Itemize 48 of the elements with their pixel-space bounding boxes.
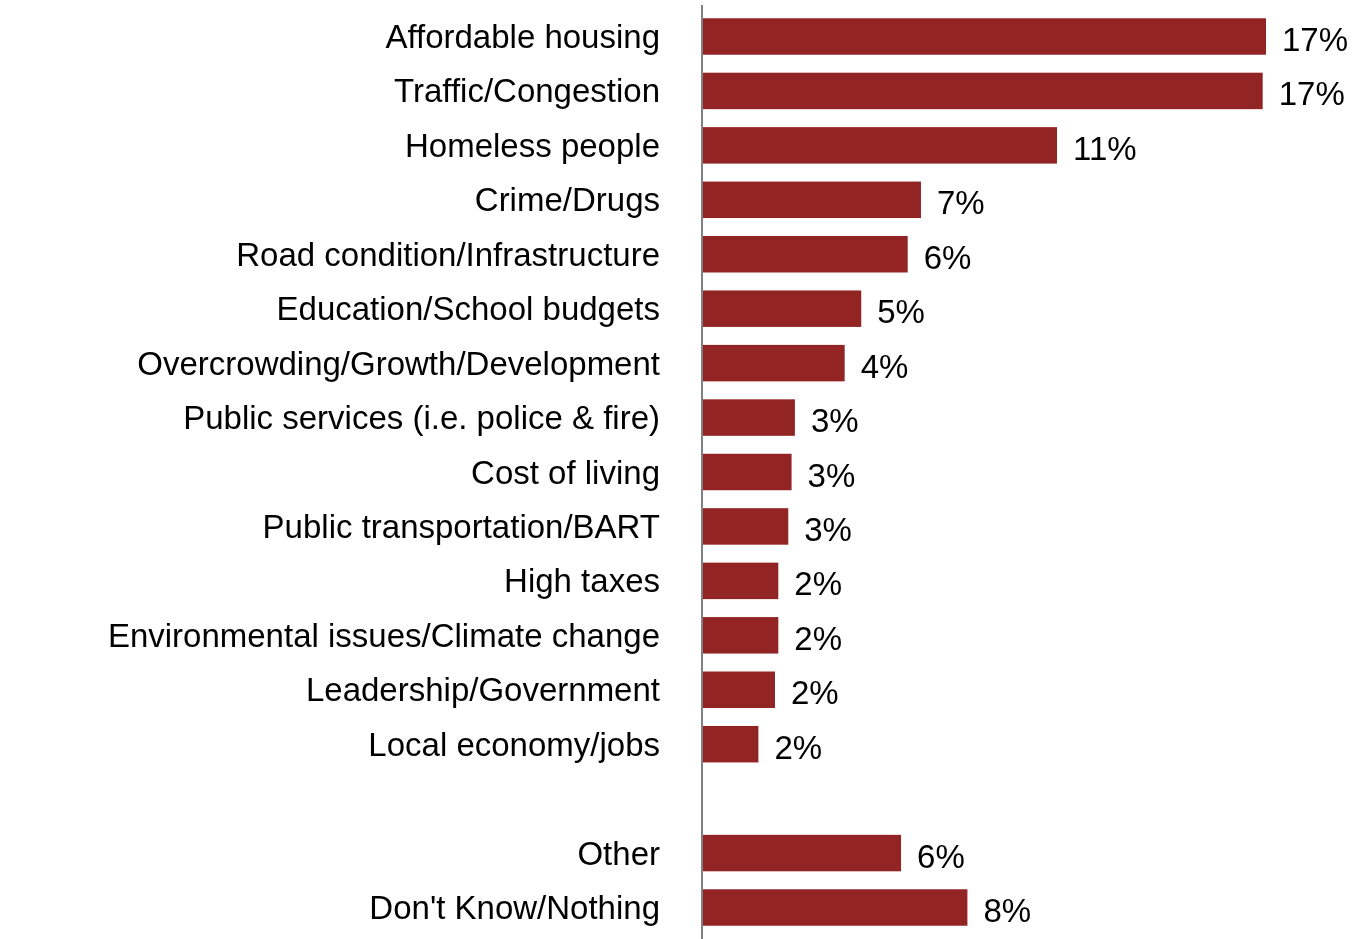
bar <box>702 18 1266 55</box>
bar <box>702 290 862 327</box>
bar <box>702 236 908 273</box>
y-tick-label: Cost of living <box>471 453 660 491</box>
y-tick-label: Leadership/Government <box>305 671 660 709</box>
y-tick-label: Overcrowding/Growth/Development <box>137 344 660 382</box>
y-tick-label: Public services (i.e. police & fire) <box>183 399 660 437</box>
bar <box>702 834 902 872</box>
data-label: 2% <box>794 619 843 657</box>
bar <box>702 617 779 654</box>
y-tick-label: Other <box>577 834 660 872</box>
y-tick-label: Public transportation/BART <box>262 507 660 545</box>
data-label: 6% <box>917 837 965 875</box>
data-label: 8% <box>983 892 1032 930</box>
data-label: 3% <box>807 456 856 494</box>
data-label: 3% <box>804 510 852 548</box>
bar <box>702 725 759 763</box>
data-label: 5% <box>877 293 925 331</box>
data-label: 6% <box>923 238 972 276</box>
bar <box>702 508 789 545</box>
data-label: 2% <box>794 565 843 603</box>
bar <box>702 127 1057 164</box>
bar <box>702 889 968 926</box>
y-tick-label: High taxes <box>504 562 660 600</box>
y-tick-label: Road condition/Infrastructure <box>236 235 660 273</box>
y-tick-label: Education/School budgets <box>276 290 660 328</box>
bar <box>702 399 795 436</box>
y-tick-label: Homeless people <box>405 126 660 164</box>
data-label: 7% <box>936 184 985 222</box>
data-label: 11% <box>1072 129 1137 167</box>
data-label: 17% <box>1278 75 1345 113</box>
y-tick-label: Crime/Drugs <box>474 181 660 219</box>
bar <box>702 671 775 708</box>
data-label: 2% <box>774 728 823 766</box>
y-tick-label: Affordable housing <box>385 18 660 56</box>
bar <box>702 453 792 491</box>
bar <box>702 562 779 600</box>
data-label: 2% <box>790 674 839 712</box>
y-tick-label: Don't Know/Nothing <box>369 889 660 927</box>
data-label: 17% <box>1282 21 1349 59</box>
bar <box>702 181 921 219</box>
y-tick-label: Local economy/jobs <box>368 725 660 763</box>
data-label: 4% <box>860 347 909 385</box>
y-tick-label: Traffic/Congestion <box>394 72 660 110</box>
bar <box>702 72 1263 110</box>
y-tick-label: Environmental issues/Climate change <box>107 616 660 654</box>
data-label: 3% <box>810 402 859 440</box>
bar <box>702 344 845 382</box>
